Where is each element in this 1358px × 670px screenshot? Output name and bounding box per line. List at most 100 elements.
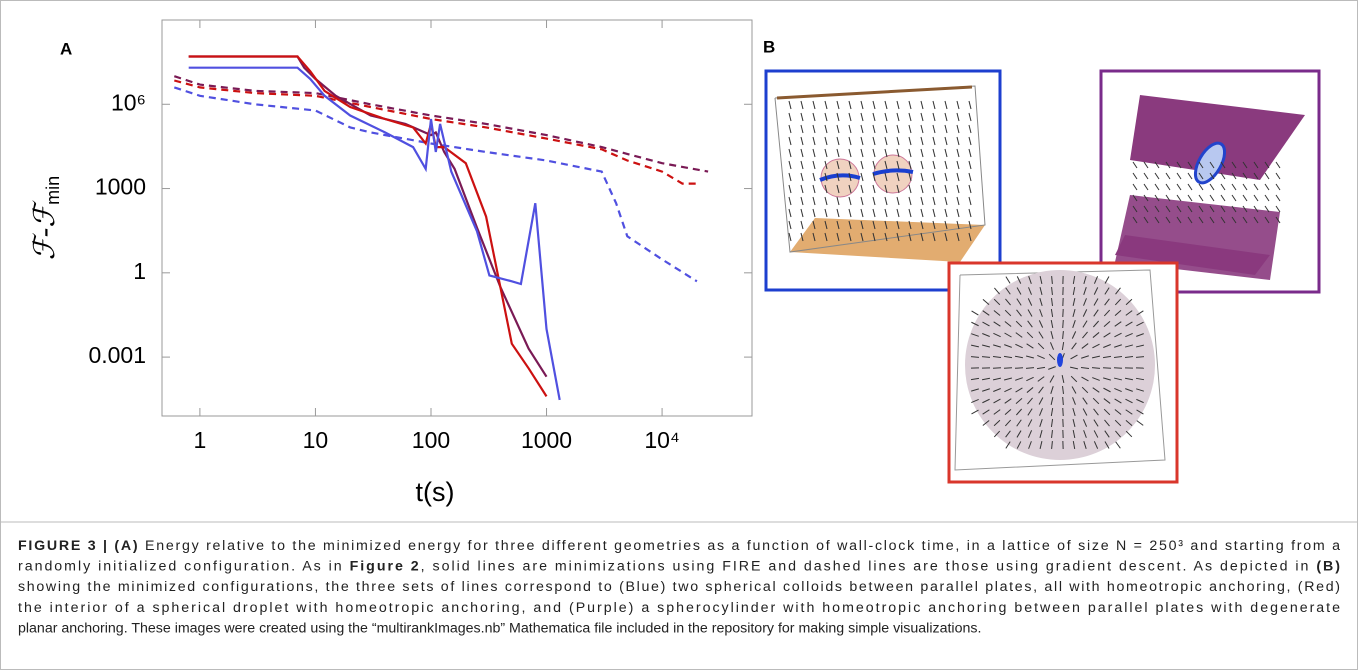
director (920, 160, 924, 170)
caption-line: showing the minimized configurations, th… (18, 579, 1340, 595)
director (993, 419, 1001, 427)
director (1028, 441, 1032, 449)
director (968, 112, 972, 122)
director (1015, 397, 1023, 405)
director (1037, 354, 1045, 360)
director (1039, 419, 1043, 427)
director (848, 136, 852, 146)
director (1039, 408, 1043, 416)
director (971, 409, 979, 415)
director (1114, 309, 1122, 317)
director (1071, 386, 1077, 394)
director (812, 124, 816, 134)
director (1050, 319, 1054, 329)
director (788, 148, 792, 158)
director (812, 100, 816, 110)
director (1143, 205, 1149, 213)
director (993, 321, 1001, 327)
director (1253, 172, 1259, 180)
director (920, 184, 924, 194)
director (1242, 216, 1248, 224)
director (860, 160, 864, 170)
director (1072, 275, 1076, 285)
y-tick-label: 1 (133, 258, 146, 284)
series-line (188, 55, 548, 378)
director (1027, 298, 1033, 306)
director (944, 124, 948, 134)
director (1242, 205, 1248, 213)
director (1143, 194, 1149, 202)
director (1082, 309, 1088, 317)
director (1114, 298, 1122, 306)
director (1220, 183, 1226, 191)
director (1091, 367, 1101, 369)
director (1198, 183, 1204, 191)
director (800, 220, 804, 230)
director (1103, 320, 1111, 328)
director (970, 356, 980, 358)
director (824, 172, 828, 182)
director (860, 148, 864, 158)
director (956, 196, 960, 206)
director (1220, 172, 1226, 180)
director (1039, 275, 1043, 285)
director (982, 310, 990, 316)
director (1028, 276, 1032, 284)
director (812, 208, 816, 218)
director (836, 208, 840, 218)
director (872, 136, 876, 146)
director (932, 184, 936, 194)
director (908, 220, 912, 230)
caption-text: FIGURE 3 | (A) (18, 538, 138, 554)
director (1125, 310, 1133, 316)
director (800, 208, 804, 218)
director (1039, 287, 1043, 295)
director (1014, 355, 1024, 359)
director (932, 172, 936, 182)
director (836, 148, 840, 158)
director (968, 196, 972, 206)
director (1004, 309, 1012, 317)
caption: FIGURE 3 | (A) Energy relative to the mi… (18, 538, 1340, 636)
director (1154, 161, 1160, 169)
director (1037, 376, 1045, 382)
director (812, 184, 816, 194)
director (1016, 298, 1022, 306)
director (971, 333, 979, 337)
director (1081, 386, 1089, 394)
cube-edge (954, 269, 1166, 471)
director (1025, 367, 1035, 369)
director (1125, 409, 1133, 415)
director (836, 124, 840, 134)
director (956, 136, 960, 146)
director (994, 287, 1000, 295)
director-field (1132, 161, 1281, 224)
director (1114, 321, 1122, 327)
director (908, 184, 912, 194)
director (1187, 216, 1193, 224)
director (1082, 408, 1088, 416)
director (1275, 205, 1281, 213)
series-line (173, 75, 709, 173)
director (1038, 331, 1044, 339)
director (1027, 397, 1033, 405)
director (944, 232, 948, 242)
director (1114, 409, 1122, 415)
director (1015, 320, 1023, 328)
director (824, 232, 828, 242)
director (1028, 287, 1032, 295)
director (824, 196, 828, 206)
director (1093, 298, 1099, 306)
director (1093, 430, 1099, 438)
director (1062, 385, 1064, 395)
director (1143, 183, 1149, 191)
director (981, 377, 991, 381)
director (1253, 194, 1259, 202)
director (1091, 355, 1101, 359)
director (788, 220, 792, 230)
director (884, 196, 888, 206)
director (1051, 429, 1053, 439)
director (982, 299, 990, 305)
director (1003, 355, 1013, 359)
